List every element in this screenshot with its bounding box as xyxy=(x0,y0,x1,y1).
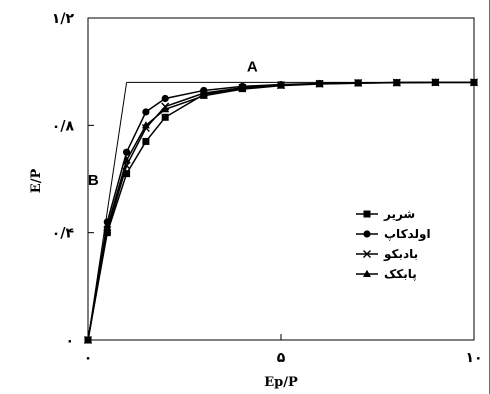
y-tick-label: ۰/۸ xyxy=(52,118,75,134)
reference-label-a: A xyxy=(247,58,258,75)
legend: شریر اولدکاپ بادبکو پابکک xyxy=(356,207,431,281)
data-point-triangle xyxy=(354,79,363,87)
x-tick-label: ۵ xyxy=(277,350,286,366)
y-tick-label: ۰ xyxy=(65,333,74,349)
legend-label: پابکک xyxy=(384,267,417,281)
legend-item: پابکک xyxy=(356,267,417,281)
data-point-circle xyxy=(142,108,150,116)
data-point-circle xyxy=(161,94,169,103)
data-point-triangle xyxy=(431,78,440,86)
y-axis-title: E/P xyxy=(29,169,44,194)
x-tick-label: ۱۰ xyxy=(465,350,482,366)
legend-item: بادبکو xyxy=(356,247,418,262)
y-tick-label: ۰/۴ xyxy=(52,226,75,242)
data-point-triangle xyxy=(238,84,247,93)
data-point-triangle xyxy=(392,78,401,86)
legend-item: اولدکاپ xyxy=(356,227,431,242)
data-point-square xyxy=(161,113,169,121)
reference-labels: AB xyxy=(88,58,258,189)
x-axis-title: Ep/P xyxy=(264,375,298,390)
series-lines xyxy=(84,78,478,344)
data-point-triangle xyxy=(122,156,131,164)
y-tick-label: ۱/۲ xyxy=(52,11,75,27)
legend-marker-circle xyxy=(363,230,371,238)
data-point-triangle xyxy=(277,81,285,89)
legend-marker-square xyxy=(363,210,371,218)
axis-ticks xyxy=(87,17,475,341)
legend-item: شریر xyxy=(356,207,415,221)
data-point-triangle xyxy=(103,223,112,231)
legend-label: بادبکو xyxy=(383,247,418,262)
x-tick-label: ۰ xyxy=(84,350,93,366)
legend-marker-x xyxy=(363,250,371,258)
tick-labels: ۰ ۰/۴ ۰/۸ ۱/۲ ۰ ۵ ۱۰ xyxy=(52,11,483,366)
plot-area xyxy=(87,17,475,341)
data-point-triangle xyxy=(470,78,478,86)
data-point-square xyxy=(142,137,150,145)
legend-label: اولدکاپ xyxy=(384,227,431,242)
data-point-triangle xyxy=(141,121,150,129)
series-4 xyxy=(84,78,478,343)
data-point-triangle xyxy=(315,79,324,88)
reference-label-b: B xyxy=(88,172,99,189)
data-point-triangle xyxy=(199,91,208,99)
data-point-square xyxy=(123,170,131,178)
legend-marker-triangle xyxy=(363,269,371,277)
data-point-triangle xyxy=(161,105,170,113)
data-point-circle xyxy=(123,148,131,156)
legend-label: شریر xyxy=(383,207,415,221)
